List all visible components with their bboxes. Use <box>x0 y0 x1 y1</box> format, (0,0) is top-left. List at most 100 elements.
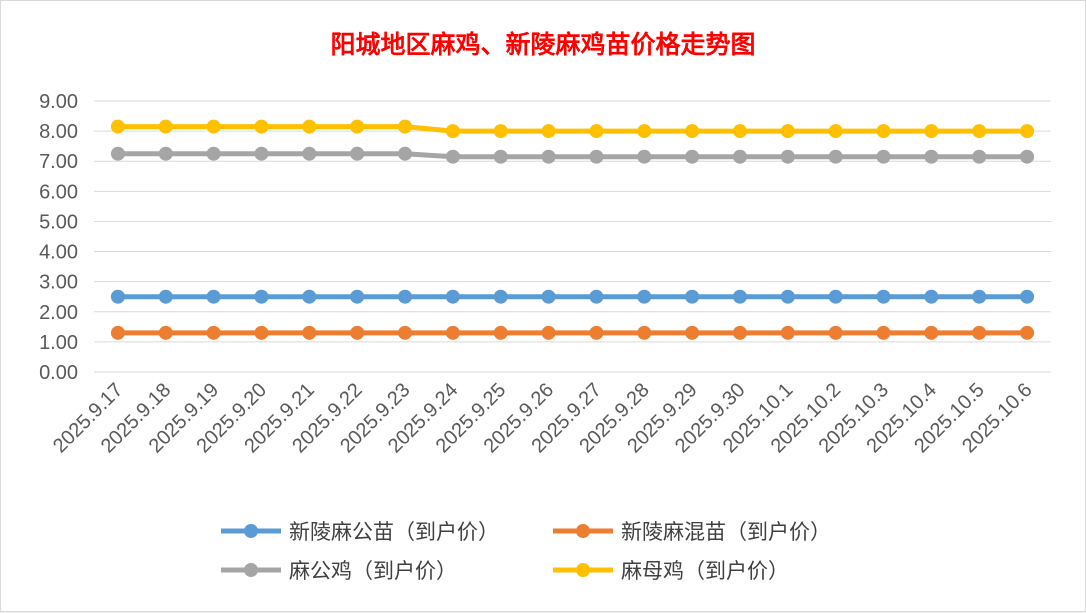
data-point <box>924 149 939 164</box>
legend-label: 麻母鸡（到户价） <box>621 559 789 583</box>
y-axis-ticks: 0.00 1.00 2.00 3.00 4.00 5.00 6.00 7.00 8.00 9.00 <box>39 91 78 384</box>
y-tick-label: 5.00 <box>39 211 78 233</box>
data-point <box>780 149 795 164</box>
data-point <box>445 149 460 164</box>
data-point <box>685 325 700 340</box>
legend-swatch-marker <box>576 563 590 577</box>
data-point <box>302 325 317 340</box>
series-3 <box>110 119 1035 139</box>
data-point <box>924 124 939 139</box>
y-tick-label: 1.00 <box>39 332 78 354</box>
data-point <box>876 289 891 304</box>
data-point <box>206 119 221 134</box>
data-point <box>589 149 604 164</box>
data-point <box>302 289 317 304</box>
data-point <box>876 149 891 164</box>
data-point <box>1020 289 1035 304</box>
data-point <box>1020 325 1035 340</box>
data-point <box>828 149 843 164</box>
data-point <box>493 325 508 340</box>
data-point <box>828 124 843 139</box>
legend-label: 新陵麻公苗（到户价） <box>289 520 499 544</box>
data-point <box>924 289 939 304</box>
data-point <box>445 325 460 340</box>
data-point <box>828 289 843 304</box>
data-point <box>158 325 173 340</box>
data-point <box>780 325 795 340</box>
data-point <box>828 325 843 340</box>
y-tick-label: 7.00 <box>39 151 78 173</box>
data-point <box>589 124 604 139</box>
data-point <box>398 119 413 134</box>
data-point <box>206 289 221 304</box>
data-point <box>254 289 269 304</box>
data-point <box>254 146 269 161</box>
data-point <box>1020 124 1035 139</box>
y-tick-label: 0.00 <box>39 362 78 384</box>
data-point <box>110 289 125 304</box>
data-point <box>206 325 221 340</box>
data-point <box>972 149 987 164</box>
series-line <box>117 151 1028 160</box>
legend-item: 新陵麻混苗（到户价） <box>553 520 831 544</box>
data-point <box>445 124 460 139</box>
data-point <box>493 289 508 304</box>
data-point <box>972 325 987 340</box>
data-point <box>206 146 221 161</box>
data-point <box>350 325 365 340</box>
series-0 <box>110 289 1035 304</box>
data-point <box>589 289 604 304</box>
data-point <box>637 289 652 304</box>
data-point <box>732 149 747 164</box>
data-point <box>254 325 269 340</box>
series-line <box>117 124 1028 134</box>
data-point <box>350 119 365 134</box>
data-point <box>732 325 747 340</box>
data-point <box>637 124 652 139</box>
data-point <box>541 149 556 164</box>
data-point <box>541 325 556 340</box>
data-point <box>589 325 604 340</box>
data-point <box>110 119 125 134</box>
data-point <box>685 149 700 164</box>
data-point <box>732 124 747 139</box>
data-point <box>1020 149 1035 164</box>
series-1 <box>110 325 1035 340</box>
data-point <box>876 325 891 340</box>
y-tick-label: 4.00 <box>39 242 78 264</box>
data-point <box>493 124 508 139</box>
data-point <box>158 289 173 304</box>
data-point <box>302 119 317 134</box>
data-point <box>350 289 365 304</box>
chart-title: 阳城地区麻鸡、新陵麻鸡苗价格走势图 <box>330 30 755 59</box>
data-point <box>110 325 125 340</box>
data-point <box>158 119 173 134</box>
data-point <box>110 146 125 161</box>
data-point <box>637 325 652 340</box>
data-point <box>685 124 700 139</box>
legend: 新陵麻公苗（到户价） 新陵麻混苗（到户价） 麻公鸡（到户价） 麻母鸡（到户价） <box>221 520 831 583</box>
data-point <box>685 289 700 304</box>
data-point <box>158 146 173 161</box>
data-point <box>254 119 269 134</box>
y-tick-label: 6.00 <box>39 181 78 203</box>
data-point <box>493 149 508 164</box>
data-point <box>398 146 413 161</box>
y-tick-label: 2.00 <box>39 302 78 324</box>
data-point <box>637 149 652 164</box>
legend-item: 新陵麻公苗（到户价） <box>221 520 499 544</box>
data-point <box>302 146 317 161</box>
y-tick-label: 3.00 <box>39 272 78 294</box>
data-point <box>924 325 939 340</box>
data-point <box>398 325 413 340</box>
data-point <box>398 289 413 304</box>
data-point <box>541 124 556 139</box>
data-point <box>780 124 795 139</box>
x-axis-ticks: 2025.9.172025.9.182025.9.192025.9.202025… <box>49 379 1037 457</box>
data-point <box>445 289 460 304</box>
legend-swatch-marker <box>244 563 258 577</box>
legend-label: 麻公鸡（到户价） <box>289 559 457 583</box>
data-point <box>541 289 556 304</box>
